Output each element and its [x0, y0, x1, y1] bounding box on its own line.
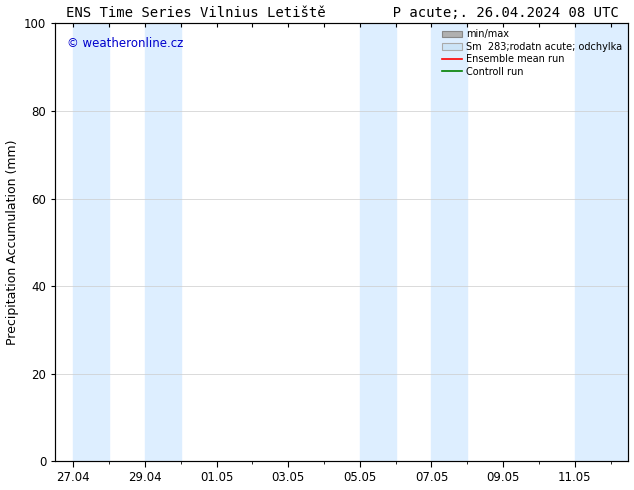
Legend: min/max, Sm  283;rodatn acute; odchylka, Ensemble mean run, Controll run: min/max, Sm 283;rodatn acute; odchylka, … — [438, 25, 626, 80]
Bar — [574, 24, 628, 461]
Text: © weatheronline.cz: © weatheronline.cz — [67, 37, 183, 49]
Title: ENS Time Series Vilnius Letiště        P acute;. 26.04.2024 08 UTC: ENS Time Series Vilnius Letiště P acute;… — [65, 5, 618, 20]
Bar — [432, 24, 467, 461]
Y-axis label: Precipitation Accumulation (mm): Precipitation Accumulation (mm) — [6, 140, 18, 345]
Bar — [360, 24, 396, 461]
Bar — [145, 24, 181, 461]
Bar — [74, 24, 109, 461]
